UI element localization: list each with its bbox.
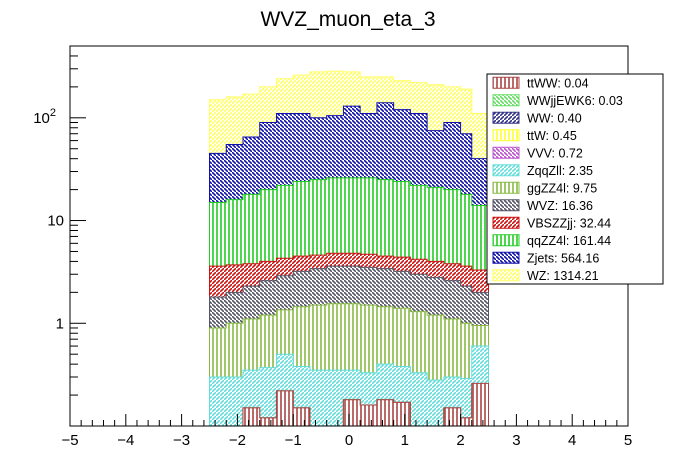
legend-entry-wvz: WVZ: 16.36	[527, 199, 593, 213]
stack-ggzz4l-outline	[209, 303, 489, 426]
x-tick-label: 1	[401, 432, 409, 449]
x-tick-label: −3	[173, 432, 190, 449]
legend-swatch-wz	[492, 269, 520, 282]
x-tick-label: 5	[624, 432, 632, 449]
legend-entry-vbszzjj: VBSZZjj: 32.44	[527, 216, 611, 230]
legend-swatch-ggzz4l	[492, 181, 520, 194]
chart-title: WVZ_muon_eta_3	[260, 8, 435, 31]
legend-swatch-wwjjewk6	[492, 94, 520, 107]
x-tick-label: 4	[568, 432, 576, 449]
legend-entry-ww: WW: 0.40	[527, 111, 582, 125]
legend-entry-wwjjewk6: WWjjEWK6: 0.03	[527, 94, 623, 108]
legend-entry-ttww: ttWW: 0.04	[527, 76, 589, 90]
legend-frame	[486, 73, 664, 285]
legend: ttWW: 0.04 WWjjEWK6: 0.03 WW: 0.40 ttW: 0.4…	[486, 73, 664, 285]
legend-swatch-ttw	[492, 129, 520, 142]
legend-swatch-zjets	[492, 251, 520, 264]
stack-wvz-outline	[209, 265, 489, 426]
x-tick-label: 0	[345, 432, 353, 449]
x-tick-label: −2	[229, 432, 246, 449]
legend-swatch-wvz	[492, 199, 520, 212]
stack-qqzz4l-outline	[209, 177, 489, 426]
stack-zqqzll-outline	[209, 345, 489, 426]
legend-entry-ggzz4l: ggZZ4l: 9.75	[527, 181, 597, 195]
x-tick-label: −1	[285, 432, 302, 449]
stack-ttww-outline	[209, 382, 489, 426]
legend-swatch-vbszzjj	[492, 216, 520, 229]
legend-swatch-qqzz4l	[492, 234, 520, 247]
legend-entry-qqzz4l: qqZZ4l: 161.44	[527, 234, 611, 248]
stack-vbszzjj-outline	[209, 252, 489, 426]
legend-swatch-vvv	[492, 146, 520, 159]
legend-swatch-zqqzll	[492, 164, 520, 177]
legend-entry-ttw: ttW: 0.45	[527, 129, 577, 143]
legend-entry-zjets: Zjets: 564.16	[527, 251, 599, 265]
x-tick-label: 2	[456, 432, 464, 449]
legend-entry-zqqzll: ZqqZll: 2.35	[527, 164, 593, 178]
y-tick-label: 10	[47, 213, 64, 230]
legend-swatch-ttww	[492, 76, 520, 89]
legend-entry-wz: WZ: 1314.21	[527, 269, 599, 283]
x-tick-label: −4	[117, 432, 134, 449]
histogram-stacks	[209, 70, 489, 426]
stack-wz-outline	[209, 70, 489, 426]
x-tick-label: 3	[512, 432, 520, 449]
legend-swatch-ww	[492, 111, 520, 124]
stack-ttww-area	[209, 383, 489, 426]
legend-entry-vvv: VVV: 0.72	[527, 146, 583, 160]
y-tick-label: 1	[56, 315, 64, 332]
stack-zjets-outline	[209, 102, 489, 426]
x-tick-label: −5	[61, 432, 78, 449]
